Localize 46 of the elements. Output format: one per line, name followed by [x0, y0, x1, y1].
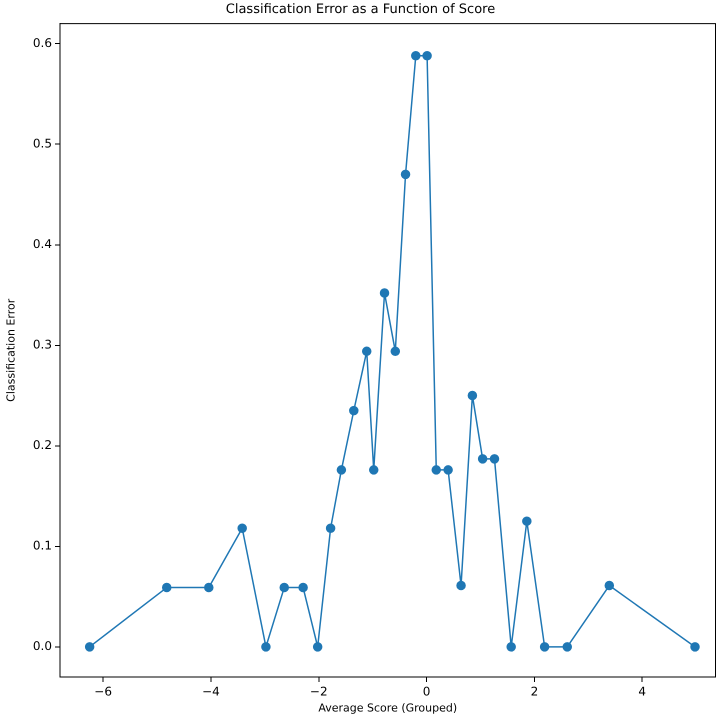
point	[349, 406, 359, 416]
x-axis-title: Average Score (Grouped)	[318, 701, 458, 714]
point	[562, 642, 572, 652]
point	[84, 642, 94, 652]
point	[690, 642, 700, 652]
point	[540, 642, 550, 652]
point	[362, 346, 372, 356]
point	[468, 390, 478, 400]
point	[312, 642, 322, 652]
y-axis-title: Classification Error	[4, 298, 18, 402]
x-tick-label: 2	[530, 684, 538, 698]
point	[478, 454, 488, 464]
x-tick-label: −2	[310, 684, 328, 698]
y-tick-label: 0.3	[32, 337, 52, 352]
point	[411, 51, 421, 61]
point	[280, 582, 289, 592]
x-tick-label: 0	[422, 684, 430, 698]
x-tick-label: 4	[638, 684, 646, 698]
y-tick-label: 0.6	[32, 36, 52, 50]
x-tick-label: −4	[202, 684, 220, 698]
point	[336, 465, 346, 475]
y-tick-label: 0.2	[32, 438, 52, 452]
point	[490, 454, 500, 464]
point	[326, 523, 336, 533]
point	[298, 582, 308, 592]
chart-title: Classification Error as a Function of Score	[226, 2, 496, 18]
point	[456, 580, 466, 590]
point	[604, 580, 614, 590]
point	[162, 582, 172, 592]
y-tick-label: 0.1	[32, 538, 52, 552]
point	[237, 523, 247, 533]
y-tick-label: 0.0	[32, 638, 52, 653]
point	[390, 346, 400, 356]
point	[422, 51, 432, 61]
point	[380, 288, 390, 298]
point	[261, 642, 271, 652]
point	[506, 642, 516, 652]
point	[443, 465, 453, 475]
point	[400, 170, 410, 180]
x-tick-label: −6	[94, 684, 112, 698]
point	[432, 465, 442, 475]
point	[368, 465, 378, 475]
y-tick-label: 0.5	[32, 136, 52, 150]
point	[204, 582, 214, 592]
point	[522, 516, 532, 526]
y-tick-label: 0.4	[32, 236, 52, 251]
